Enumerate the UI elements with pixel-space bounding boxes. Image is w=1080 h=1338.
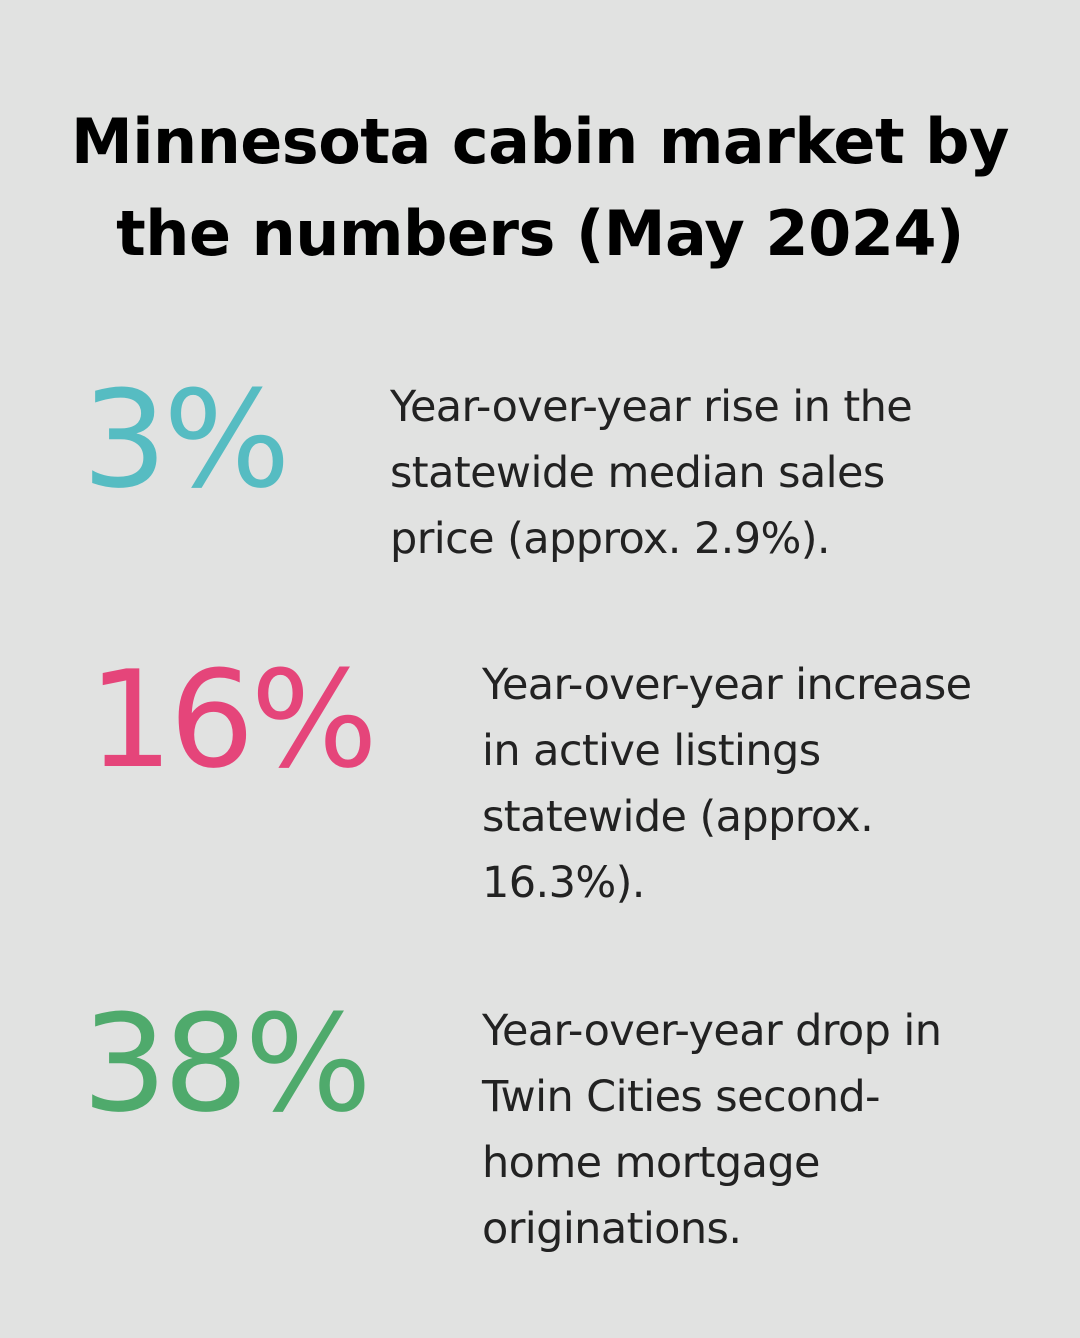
- description-line: in active listings: [482, 726, 821, 776]
- stat-value-price: 3%: [82, 362, 291, 518]
- stat-value-mortgages: 38%: [82, 986, 372, 1142]
- title-line-1: Minnesota cabin market by: [71, 105, 1009, 178]
- stat-description-price: Year-over-year rise in the statewide med…: [390, 374, 950, 572]
- stat-value-listings: 16%: [88, 642, 378, 798]
- description-line: Year-over-year increase: [482, 660, 972, 710]
- stat-description-mortgages: Year-over-year drop in Twin Cities secon…: [482, 998, 982, 1262]
- description-line: Year-over-year rise in the: [390, 382, 913, 432]
- description-line: 16.3%).: [482, 858, 645, 908]
- description-line: statewide (approx.: [482, 792, 874, 842]
- description-line: price (approx. 2.9%).: [390, 514, 831, 564]
- stat-description-listings: Year-over-year increase in active listin…: [482, 652, 1012, 916]
- title-line-2: the numbers (May 2024): [116, 197, 964, 270]
- description-line: statewide median sales: [390, 448, 885, 498]
- description-line: home mortgage: [482, 1138, 821, 1188]
- page-title: Minnesota cabin market by the numbers (M…: [0, 96, 1080, 280]
- description-line: Twin Cities second-: [482, 1072, 881, 1122]
- description-line: originations.: [482, 1204, 742, 1254]
- description-line: Year-over-year drop in: [482, 1006, 942, 1056]
